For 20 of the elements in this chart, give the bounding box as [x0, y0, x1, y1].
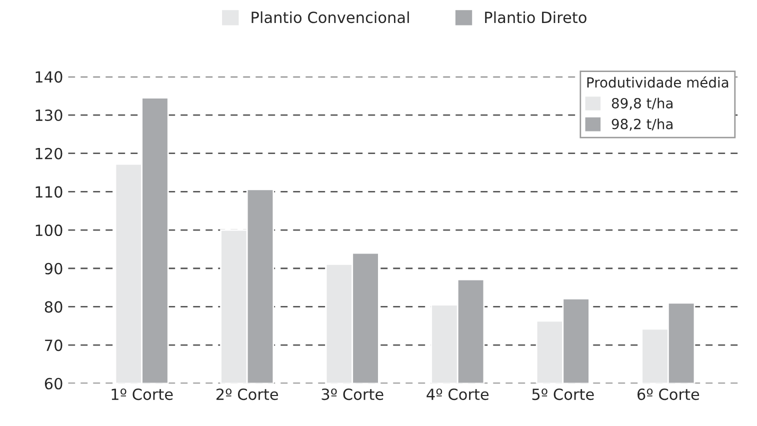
y-tick-label: 130 [36, 109, 62, 122]
y-tick-label: 140 [36, 71, 62, 83]
y-tick-label: 60 [44, 378, 62, 390]
legend-label: Plantio Convencional [252, 11, 409, 24]
y-tick-label: 120 [36, 148, 62, 160]
x-tick-label: 6º Corte [638, 388, 700, 400]
y-tick-label: 110 [36, 186, 62, 198]
y-tick-label: 90 [44, 262, 62, 274]
x-tick-label: 2º Corte [216, 388, 278, 400]
x-tick-label: 4º Corte [426, 388, 489, 400]
x-tick-label: 1º Corte [112, 388, 173, 400]
y-tick-label: 100 [36, 224, 62, 236]
x-tick-label: 5º Corte [532, 388, 594, 400]
annotation: 98,2 t/ha [612, 118, 672, 131]
annotation: 89,8 t/ha [612, 98, 672, 110]
legend-title: Produtividade média [587, 76, 728, 88]
y-tick-label: 80 [44, 301, 62, 313]
legend-label: Plantio Direto [485, 11, 586, 24]
y-tick-label: 70 [45, 340, 62, 352]
x-tick-label: 3º Corte [322, 388, 384, 400]
